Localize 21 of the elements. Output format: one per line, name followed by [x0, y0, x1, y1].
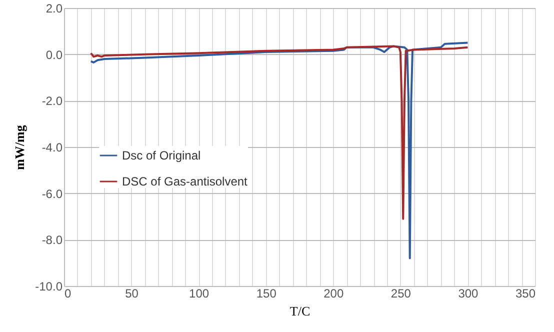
line-series — [90, 42, 469, 260]
y-tick-label: -6.0 — [42, 186, 63, 201]
legend-label: DSC of Gas-antisolvent — [122, 174, 248, 188]
y-tick-label: 0.0 — [46, 48, 63, 62]
x-tick-label: 300 — [458, 286, 479, 300]
y-tick-label: -8.0 — [42, 233, 63, 248]
y-tick-label: 2.0 — [46, 2, 63, 16]
y-axis-title: mW/mg — [12, 124, 28, 170]
x-tick-label: 0 — [64, 286, 72, 300]
x-tick-label: 350 — [515, 286, 536, 300]
x-tick-label: 100 — [189, 286, 210, 300]
legend-label: Dsc of Original — [122, 148, 201, 162]
x-tick-label: 150 — [256, 286, 277, 300]
line-series — [90, 45, 469, 220]
y-tick-label: -10.0 — [35, 280, 63, 294]
x-tick-label: 200 — [324, 286, 344, 300]
x-tick-label: 250 — [390, 286, 412, 300]
y-tick-label: -2.0 — [42, 94, 63, 108]
y-tick-label: -4.0 — [42, 140, 63, 154]
x-axis-title: T/C — [290, 304, 310, 318]
x-tick-label: 50 — [125, 286, 139, 300]
